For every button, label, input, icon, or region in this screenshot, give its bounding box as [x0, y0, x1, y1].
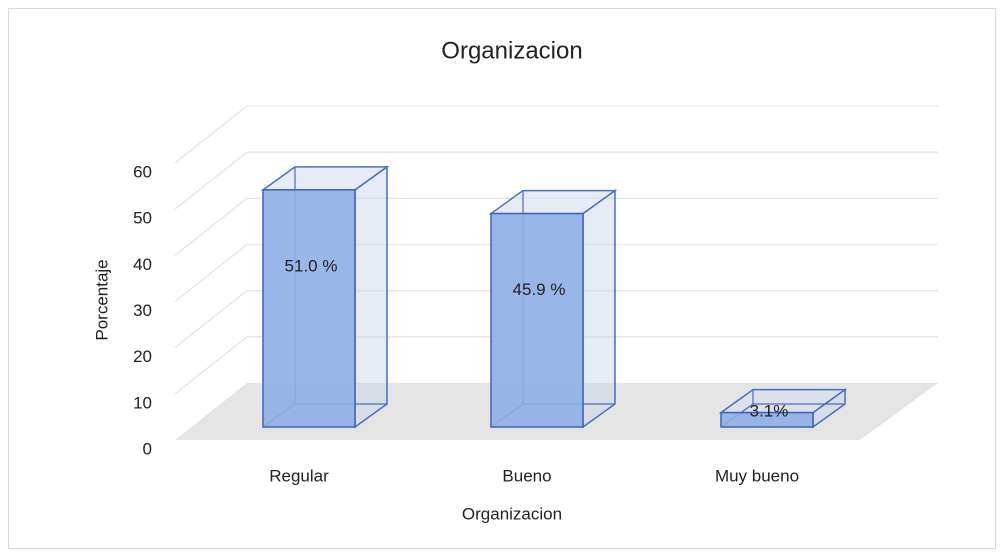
grid-line	[174, 197, 938, 256]
data-label: 51.0 %	[285, 256, 338, 275]
x-tick-label: Muy bueno	[715, 466, 799, 485]
bar-side	[354, 165, 388, 429]
bar	[720, 411, 814, 428]
y-tick-label: 10	[133, 393, 152, 412]
grid-line	[174, 151, 938, 210]
y-tick-label: 50	[133, 209, 152, 228]
y-tick-label: 30	[133, 301, 152, 320]
y-tick-label: 0	[143, 439, 152, 458]
y-tick-label: 20	[133, 347, 152, 366]
grid-line	[174, 243, 938, 303]
data-label: 45.9 %	[513, 280, 566, 299]
bar	[262, 189, 356, 428]
x-tick-label: Bueno	[502, 466, 551, 485]
grid-line	[174, 290, 938, 349]
x-axis-title: Organizacion	[462, 504, 562, 523]
y-tick-label: 60	[133, 162, 152, 181]
bar-side	[582, 189, 616, 429]
y-axis-title: Porcentaje	[92, 259, 111, 340]
grid-line	[174, 336, 938, 395]
bar	[490, 212, 584, 428]
data-label: 3.1%	[750, 401, 789, 420]
chart-title: Organizacion	[441, 37, 582, 64]
y-tick-label: 40	[133, 255, 152, 274]
grid-line	[174, 105, 938, 164]
x-tick-label: Regular	[269, 466, 329, 485]
